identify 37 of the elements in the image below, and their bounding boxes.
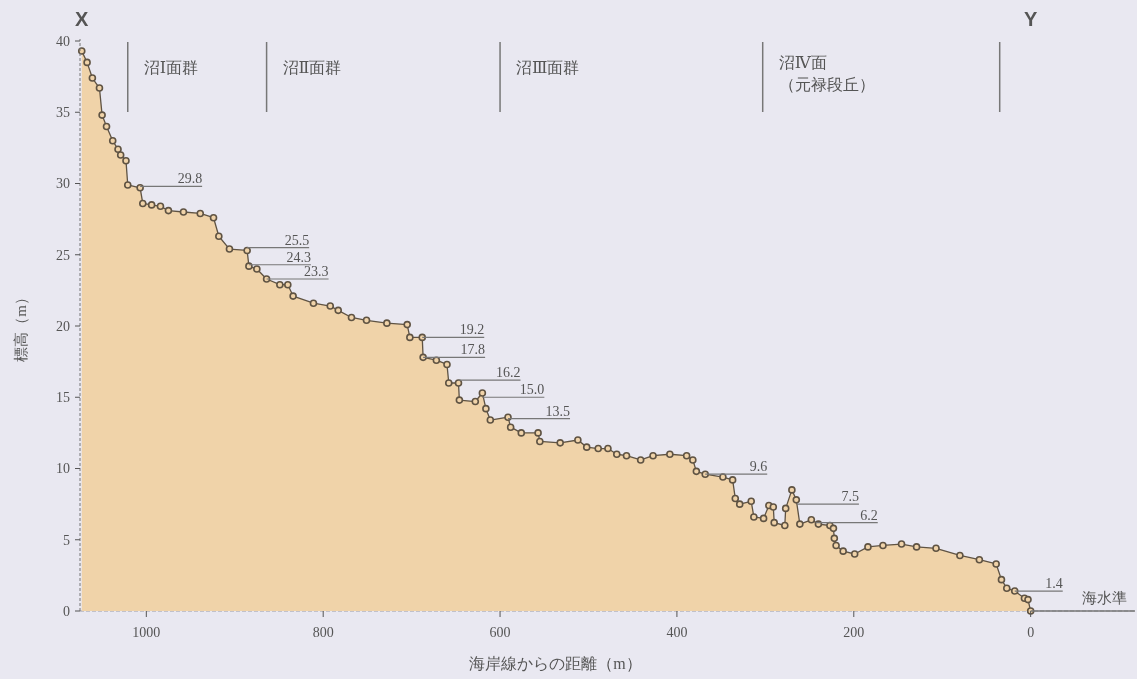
y-tick-label: 15: [56, 390, 70, 406]
x-tick-label: 1000: [132, 625, 161, 640]
ref-line-label: 沼Ⅳ面（元禄段丘）: [778, 54, 875, 93]
x-axis-title: 海岸線からの距離（m）: [469, 655, 642, 672]
annotation: 16.2: [495, 365, 521, 381]
y-tick-label: 35: [56, 105, 70, 121]
annotation: 25.5: [284, 232, 310, 248]
x-tick-label: 200: [843, 625, 865, 640]
annotation: 7.5: [841, 489, 859, 505]
annotation: 1.4: [1045, 576, 1063, 592]
annotation: 19.2: [459, 322, 485, 338]
annotation: 9.6: [749, 459, 768, 475]
annotation: 15.0: [519, 382, 545, 398]
y-tick-label: 10: [56, 461, 70, 477]
annotation: 24.3: [286, 249, 311, 265]
x-tick-label: 400: [666, 625, 688, 640]
x-tick-label: 600: [489, 625, 511, 640]
annotation: 17.8: [460, 342, 486, 358]
y-axis-title: 標高（m）: [13, 290, 29, 362]
legend-label: 海水準: [1082, 590, 1127, 606]
y-tick-label: 0: [63, 603, 70, 619]
y-tick-label: 30: [56, 176, 70, 192]
ref-line-label: 沼Ⅱ面群: [282, 59, 342, 76]
annotation: 23.3: [304, 263, 329, 279]
y-tick-label: 25: [56, 247, 70, 263]
ref-line-label: 沼Ⅰ面群: [143, 59, 199, 76]
ref-line-label: 沼Ⅲ面群: [516, 59, 580, 76]
annotation: 6.2: [860, 507, 878, 523]
x-tick-label: 800: [312, 625, 334, 640]
text: Y: [1023, 8, 1038, 30]
y-tick-label: 40: [56, 33, 70, 49]
annotation: 29.8: [177, 171, 203, 187]
y-tick-label: 5: [63, 532, 70, 548]
x-tick-label: 0: [1027, 625, 1035, 640]
y-tick-label: 20: [56, 318, 70, 334]
text: X: [75, 8, 90, 30]
annotation: 13.5: [545, 403, 571, 419]
